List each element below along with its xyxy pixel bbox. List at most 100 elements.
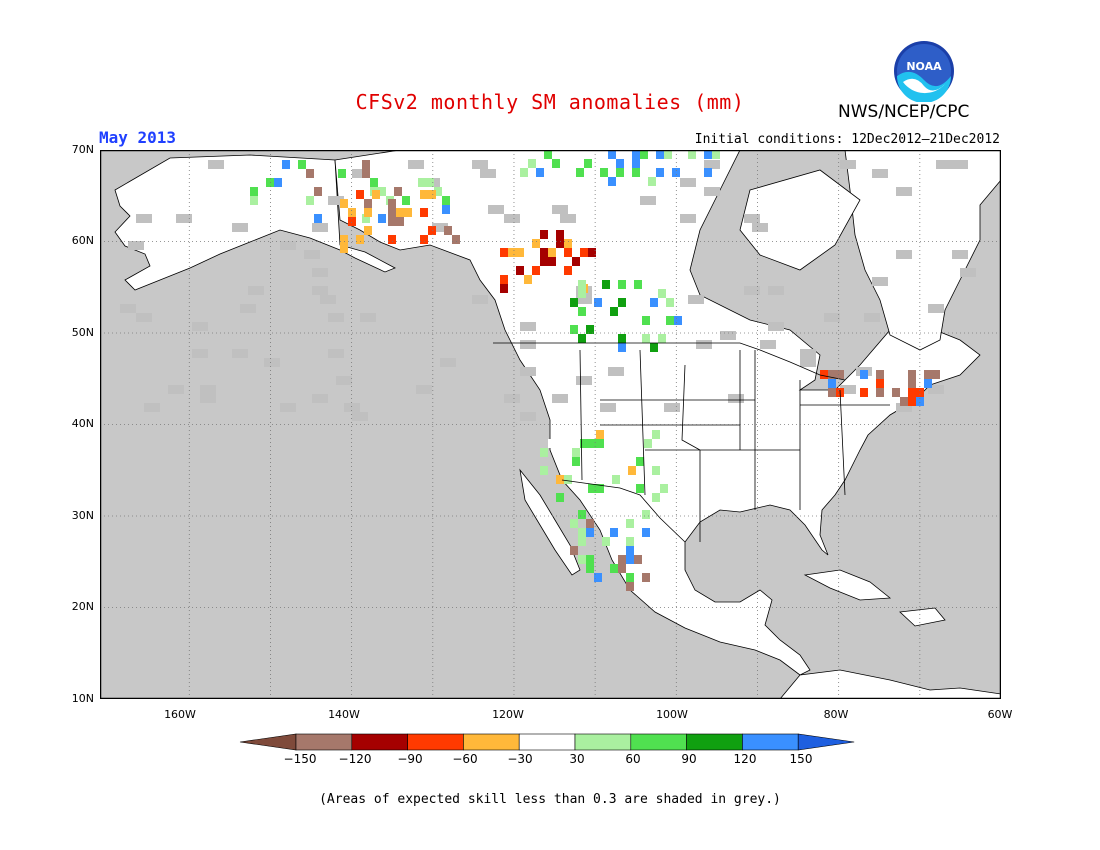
anomaly-cell — [362, 160, 370, 169]
anomaly-cell — [908, 388, 916, 397]
anomaly-cell — [704, 150, 712, 159]
anomaly-cell — [570, 519, 578, 528]
low-skill-cell — [520, 322, 536, 331]
anomaly-cell — [536, 168, 544, 177]
anomaly-cell — [580, 248, 588, 257]
lon-label-160w: 160W — [164, 708, 196, 721]
low-skill-cell — [952, 250, 968, 259]
lon-label-140w: 140W — [328, 708, 360, 721]
low-skill-cell — [312, 223, 328, 232]
anomaly-cell — [576, 168, 584, 177]
colorbar — [239, 733, 855, 751]
low-skill-cell — [312, 394, 328, 403]
anomaly-cell — [908, 397, 916, 406]
low-skill-cell — [552, 394, 568, 403]
low-skill-cell — [928, 304, 944, 313]
anomaly-cell — [688, 150, 696, 159]
colorbar-label: −150 — [283, 752, 317, 766]
low-skill-cell — [696, 340, 712, 349]
anomaly-cell — [586, 325, 594, 334]
low-skill-cell — [520, 412, 536, 421]
low-skill-cell — [504, 214, 520, 223]
low-skill-cell — [896, 187, 912, 196]
low-skill-cell — [144, 403, 160, 412]
anomaly-cell — [626, 537, 634, 546]
anomaly-cell — [548, 257, 556, 266]
anomaly-cell — [282, 160, 290, 169]
anomaly-cell — [540, 448, 548, 457]
political-borders — [493, 342, 890, 543]
colorbar-max-arrow — [797, 733, 855, 751]
anomaly-cell — [578, 537, 586, 546]
low-skill-cell — [520, 367, 536, 376]
low-skill-cell — [264, 358, 280, 367]
anomaly-cell — [616, 168, 624, 177]
anomaly-cell — [618, 280, 626, 289]
anomaly-cell — [712, 150, 720, 159]
anomaly-cell — [618, 564, 626, 573]
colorbar-label: −120 — [338, 752, 372, 766]
anomaly-cell — [586, 519, 594, 528]
anomaly-cell — [924, 379, 932, 388]
anomaly-cell — [860, 370, 868, 379]
anomaly-cell — [836, 370, 844, 379]
anomaly-cell — [570, 298, 578, 307]
low-skill-cell — [472, 295, 488, 304]
lat-label-20n: 20N — [71, 600, 94, 613]
low-skill-cell — [200, 385, 216, 394]
anomaly-cell — [828, 370, 836, 379]
anomaly-cell — [666, 316, 674, 325]
anomaly-cell — [628, 466, 636, 475]
low-skill-cell — [760, 340, 776, 349]
low-skill-cell — [680, 178, 696, 187]
anomaly-cell — [860, 388, 868, 397]
low-skill-cell — [200, 394, 216, 403]
anomaly-cell — [340, 244, 348, 253]
colorbar-swatch — [295, 733, 353, 751]
anomaly-cell — [378, 214, 386, 223]
anomaly-cell — [626, 555, 634, 564]
initial-conditions: Initial conditions: 12Dec2012–21Dec2012 — [694, 132, 1000, 147]
lat-label-70n: 70N — [71, 143, 94, 156]
colorbar-label: −60 — [452, 752, 478, 766]
anomaly-cell — [564, 457, 572, 466]
anomaly-cell — [594, 298, 602, 307]
anomaly-cell — [540, 230, 548, 239]
low-skill-cell — [840, 160, 856, 169]
anomaly-cell — [540, 248, 548, 257]
low-skill-cell — [704, 160, 720, 169]
anomaly-cell — [524, 275, 532, 284]
anomaly-cell — [820, 370, 828, 379]
lat-label-10n: 10N — [71, 692, 94, 705]
lat-label-50n: 50N — [71, 326, 94, 339]
anomaly-cell — [892, 388, 900, 397]
logo-text: NOAA — [906, 60, 942, 73]
low-skill-cell — [136, 214, 152, 223]
colorbar-label: −30 — [507, 752, 533, 766]
anomaly-cell — [644, 439, 652, 448]
low-skill-cell — [864, 313, 880, 322]
anomaly-cell — [652, 493, 660, 502]
low-skill-cell — [136, 313, 152, 322]
anomaly-cell — [618, 555, 626, 564]
low-skill-cell — [680, 214, 696, 223]
low-skill-cell — [208, 160, 224, 169]
low-skill-cell — [608, 367, 624, 376]
anomaly-cell — [556, 475, 564, 484]
anomaly-cell — [548, 439, 556, 448]
anomaly-cell — [610, 528, 618, 537]
low-skill-cell — [440, 358, 456, 367]
low-skill-cell — [304, 250, 320, 259]
anomaly-cell — [596, 439, 604, 448]
anomaly-cell — [664, 150, 672, 159]
anomaly-cell — [672, 168, 680, 177]
footnote: (Areas of expected skill less than 0.3 a… — [319, 792, 781, 807]
anomaly-cell — [306, 196, 314, 205]
low-skill-cell — [312, 286, 328, 295]
anomaly-cell — [520, 168, 528, 177]
anomaly-cell — [668, 475, 676, 484]
low-skill-cell — [552, 205, 568, 214]
anomaly-cell — [610, 307, 618, 316]
anomaly-cell — [500, 284, 508, 293]
lon-label-60w: 60W — [987, 708, 1013, 721]
